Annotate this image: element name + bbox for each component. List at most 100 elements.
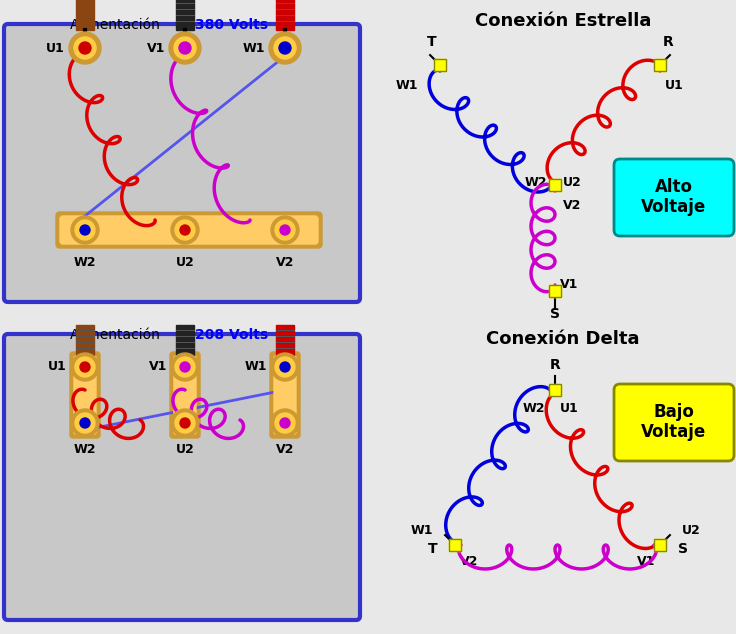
FancyBboxPatch shape xyxy=(4,334,360,620)
Text: U2: U2 xyxy=(682,524,701,537)
Circle shape xyxy=(179,42,191,54)
Bar xyxy=(654,59,666,71)
FancyBboxPatch shape xyxy=(74,356,96,434)
Text: U1: U1 xyxy=(665,79,684,92)
Circle shape xyxy=(80,225,90,235)
Text: V2: V2 xyxy=(563,199,581,212)
Bar xyxy=(276,325,294,355)
Circle shape xyxy=(280,225,290,235)
Text: U1: U1 xyxy=(560,402,578,415)
Text: V1: V1 xyxy=(637,555,655,568)
Bar xyxy=(76,0,94,30)
Bar xyxy=(549,179,561,191)
FancyBboxPatch shape xyxy=(60,216,318,244)
FancyBboxPatch shape xyxy=(170,352,200,438)
Bar xyxy=(434,59,446,71)
Text: U2: U2 xyxy=(176,256,194,269)
Bar xyxy=(434,59,446,71)
Text: U2: U2 xyxy=(176,443,194,456)
Text: T: T xyxy=(428,542,437,556)
Bar xyxy=(654,539,666,551)
Text: V2: V2 xyxy=(460,555,478,568)
Circle shape xyxy=(271,216,299,244)
Circle shape xyxy=(69,32,101,64)
Text: V1: V1 xyxy=(146,41,165,55)
Circle shape xyxy=(280,362,290,372)
Text: W1: W1 xyxy=(242,41,265,55)
FancyBboxPatch shape xyxy=(174,356,196,434)
Circle shape xyxy=(74,37,96,59)
Text: W1: W1 xyxy=(411,524,433,537)
Text: S: S xyxy=(678,542,688,556)
Circle shape xyxy=(180,225,190,235)
Bar xyxy=(549,285,561,297)
Text: V2: V2 xyxy=(276,443,294,456)
Circle shape xyxy=(180,418,190,428)
Circle shape xyxy=(71,409,99,437)
Text: U2: U2 xyxy=(563,176,581,190)
Circle shape xyxy=(275,357,295,377)
Bar xyxy=(549,384,561,396)
Circle shape xyxy=(171,216,199,244)
FancyBboxPatch shape xyxy=(614,384,734,461)
Circle shape xyxy=(274,37,296,59)
Circle shape xyxy=(71,353,99,381)
FancyBboxPatch shape xyxy=(70,352,100,438)
Text: T: T xyxy=(427,35,436,49)
Bar xyxy=(449,539,461,551)
Text: U1: U1 xyxy=(46,41,65,55)
Circle shape xyxy=(275,413,295,433)
Bar xyxy=(176,0,194,30)
Circle shape xyxy=(275,220,295,240)
Circle shape xyxy=(271,409,299,437)
Text: W2: W2 xyxy=(525,176,547,190)
FancyBboxPatch shape xyxy=(56,212,322,248)
Text: V1: V1 xyxy=(149,361,167,373)
Circle shape xyxy=(75,357,95,377)
Text: Alimentación: Alimentación xyxy=(70,328,160,342)
Bar xyxy=(549,179,561,191)
Text: Conexión Delta: Conexión Delta xyxy=(486,330,640,348)
Text: Alimentación: Alimentación xyxy=(70,18,160,32)
Circle shape xyxy=(80,362,90,372)
Text: U1: U1 xyxy=(49,361,67,373)
Text: R: R xyxy=(662,35,673,49)
Text: R: R xyxy=(550,358,560,372)
Bar xyxy=(549,285,561,297)
Circle shape xyxy=(175,357,195,377)
Circle shape xyxy=(79,42,91,54)
Text: V2: V2 xyxy=(276,256,294,269)
Text: 380 Volts: 380 Volts xyxy=(195,18,268,32)
Text: W2: W2 xyxy=(523,402,545,415)
Bar xyxy=(449,539,461,551)
Circle shape xyxy=(171,409,199,437)
Circle shape xyxy=(171,353,199,381)
Circle shape xyxy=(75,413,95,433)
Text: V1: V1 xyxy=(560,278,578,292)
Text: W2: W2 xyxy=(74,256,96,269)
Bar xyxy=(654,59,666,71)
Circle shape xyxy=(175,220,195,240)
Text: S: S xyxy=(550,307,560,321)
Bar xyxy=(549,384,561,396)
FancyBboxPatch shape xyxy=(274,356,296,434)
Bar xyxy=(76,325,94,355)
Circle shape xyxy=(279,42,291,54)
Circle shape xyxy=(169,32,201,64)
Circle shape xyxy=(180,362,190,372)
Text: W2: W2 xyxy=(74,443,96,456)
Circle shape xyxy=(271,353,299,381)
Text: 208 Volts: 208 Volts xyxy=(195,328,268,342)
Bar xyxy=(176,325,194,355)
Bar xyxy=(654,539,666,551)
Circle shape xyxy=(174,37,196,59)
Circle shape xyxy=(80,418,90,428)
Circle shape xyxy=(75,220,95,240)
Circle shape xyxy=(175,413,195,433)
Circle shape xyxy=(280,418,290,428)
Text: W1: W1 xyxy=(395,79,418,92)
FancyBboxPatch shape xyxy=(4,24,360,302)
Circle shape xyxy=(71,216,99,244)
FancyBboxPatch shape xyxy=(614,159,734,236)
Circle shape xyxy=(269,32,301,64)
